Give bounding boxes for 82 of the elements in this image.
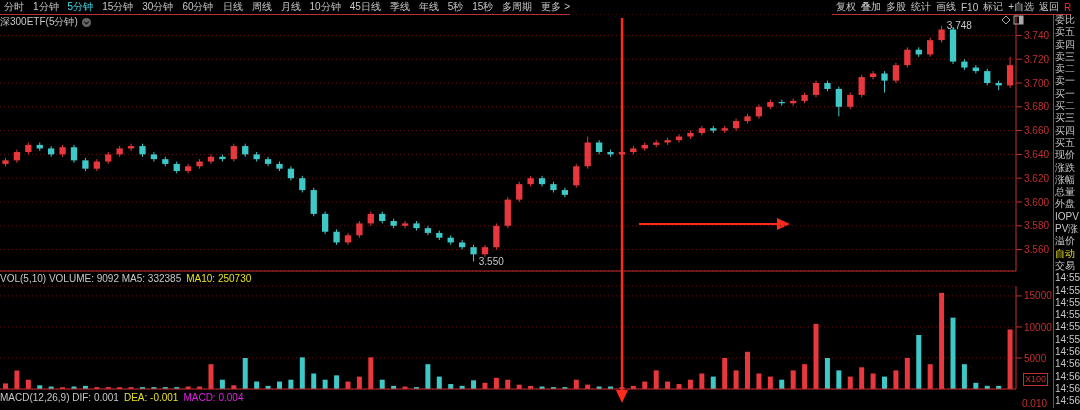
text: 涨幅 <box>1054 173 1076 187</box>
y-tick-label: 3.700 <box>1024 77 1050 89</box>
y-tick-label: 3.680 <box>1024 101 1050 113</box>
text: 1分钟 <box>33 0 59 14</box>
text: 现价 <box>1054 149 1076 162</box>
text: MACD: 0.004 <box>183 392 244 403</box>
chart-title: VOL(5,10) VOLUME: 9092 MA5: 332385 <box>0 273 182 284</box>
text: 买一 <box>1054 87 1076 101</box>
text: 多周期 <box>502 0 533 14</box>
text: 买五 <box>1054 136 1076 150</box>
text: 14:55 <box>1054 333 1080 347</box>
text: 14:55 <box>1054 309 1080 322</box>
text: 0.010 <box>1022 398 1048 409</box>
text: 买四 <box>1054 124 1076 137</box>
text: 涨跌 <box>1054 161 1076 174</box>
text: IOPV <box>1054 210 1080 224</box>
text: DEA: -0.001 <box>123 392 179 403</box>
text: 15分钟 <box>102 0 134 14</box>
chart-title: 深300ETF(5分钟) <box>0 15 78 29</box>
text: 60分钟 <box>182 0 214 14</box>
text: 14:55 <box>1054 296 1080 310</box>
text: 14:55 <box>1054 284 1080 297</box>
text: 更多 > <box>541 0 571 14</box>
text: 溢价 <box>1054 235 1076 248</box>
text: 返回 <box>1039 0 1060 14</box>
y-tick-label: 3.740 <box>1024 29 1050 41</box>
text: 卖四 <box>1054 38 1076 51</box>
annotation: 3.550 <box>478 256 505 268</box>
text: 5分钟 <box>67 0 94 14</box>
text: 10分钟 <box>309 0 341 14</box>
y-tick-label: 3.580 <box>1024 220 1050 232</box>
text: MACD(12,26,9) DIF: 0.001 <box>0 392 119 403</box>
text: 14:56 <box>1054 395 1080 408</box>
annotation: 3.748 <box>946 20 973 32</box>
text: 总量 <box>1054 186 1076 199</box>
text: 画线 <box>936 0 956 14</box>
text: 14:55 <box>1054 272 1080 285</box>
text: 月线 <box>280 0 301 14</box>
y-tick-label: 15000 <box>1024 290 1053 302</box>
text: 14:56 <box>1054 346 1080 359</box>
text: 统计 <box>911 0 931 14</box>
y-tick-label: 3.720 <box>1024 53 1050 65</box>
text: 14:56 <box>1054 358 1080 371</box>
text: X100 <box>1023 373 1049 386</box>
y-tick-label: 10000 <box>1024 321 1053 333</box>
text: 14:56 <box>1054 382 1080 396</box>
text: 年线 <box>418 0 439 14</box>
text: 30分钟 <box>142 0 174 14</box>
text: 14:55 <box>1054 321 1080 334</box>
chart-subtitle: MA10: 250730 <box>186 273 252 284</box>
text: 卖一 <box>1054 75 1076 88</box>
text: F10 <box>961 1 979 13</box>
text: 买三 <box>1054 112 1076 125</box>
text: 买二 <box>1054 100 1076 113</box>
text: 交易 <box>1054 259 1076 273</box>
text: 5秒 <box>447 0 464 14</box>
text: 外盘 <box>1054 198 1076 211</box>
y-tick-label: 5000 <box>1024 352 1047 364</box>
text: 14:56 <box>1054 370 1080 383</box>
text: 季线 <box>389 0 410 14</box>
text: +自选 <box>1008 0 1035 14</box>
y-tick-label: 3.620 <box>1024 172 1050 184</box>
text: 多股 <box>886 0 906 14</box>
text: 周线 <box>251 0 272 14</box>
text: 自动 <box>1054 247 1076 260</box>
y-tick-label: 3.600 <box>1024 196 1050 208</box>
y-tick-label: 3.660 <box>1024 125 1050 137</box>
text: 叠加 <box>861 0 881 14</box>
y-tick-label: 3.560 <box>1024 244 1050 256</box>
text: PV涨 <box>1054 223 1080 236</box>
text: 分时 <box>4 0 24 14</box>
text: R <box>1064 1 1072 13</box>
text: 标记 <box>983 0 1004 14</box>
text: 委比 <box>1054 14 1076 27</box>
y-tick-label: 3.640 <box>1024 148 1050 160</box>
text: 复权 <box>836 0 856 14</box>
text: 日线 <box>222 0 243 14</box>
text: 卖五 <box>1054 26 1076 39</box>
text: 45日线 <box>349 0 381 14</box>
text: 卖二 <box>1054 63 1076 76</box>
text: 15秒 <box>472 0 494 14</box>
text: 卖三 <box>1054 50 1076 64</box>
